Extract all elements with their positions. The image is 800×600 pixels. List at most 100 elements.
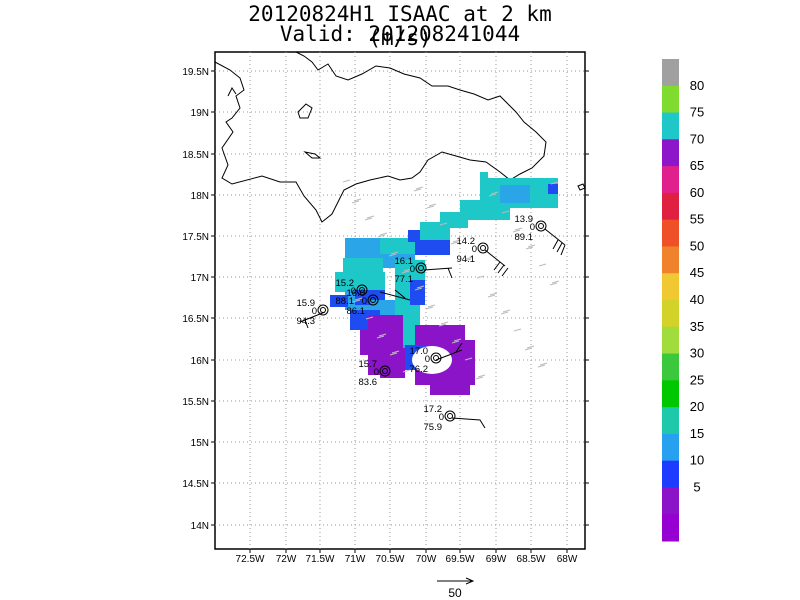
wind-vector: [464, 357, 473, 361]
colorbar-label: 80: [690, 78, 704, 93]
colorbar-segment: [662, 380, 679, 408]
station-value: 88.1: [336, 296, 355, 307]
colorbar-segment: [662, 353, 679, 381]
lon-label: 70.5W: [376, 554, 405, 565]
colorbar-label: 30: [690, 346, 704, 361]
wind-barb: [545, 229, 567, 255]
wind-vector: [476, 275, 485, 279]
lat-label: 18N: [191, 191, 209, 202]
wind-barb: [451, 417, 486, 429]
station-circle: [367, 294, 379, 306]
lon-label: 68W: [557, 554, 578, 565]
wind-vector: [500, 311, 509, 315]
wind-vector: [438, 323, 447, 327]
wind-cell: [360, 330, 375, 355]
station-value: 94.1: [457, 254, 476, 265]
colorbar-label: 40: [690, 292, 704, 307]
wind-barb: [435, 342, 463, 361]
reference-vector-label: 50: [448, 586, 462, 600]
wind-vector: [378, 333, 387, 337]
wind-vector: [488, 193, 497, 197]
wind-vector: [463, 258, 472, 262]
observation-barbs: [299, 229, 567, 429]
station-circle: [477, 242, 489, 254]
wind-vector: [413, 188, 422, 192]
station-zero: 0: [425, 354, 430, 365]
wind-vector: [550, 181, 559, 185]
wind-vector: [352, 299, 361, 303]
station-dot: [447, 413, 453, 419]
colorbar-segment: [662, 59, 679, 87]
station-zero: 0: [439, 412, 444, 423]
station-circle: [535, 220, 547, 232]
station-zero: 0: [410, 264, 415, 275]
station-temp: 13.9: [515, 214, 534, 225]
wind-barb: [423, 267, 453, 279]
wind-vector: [365, 316, 374, 320]
colorbar: 80 75 70 65 60 55 50 45 40 35 30 25 20 15 10 5: [662, 59, 704, 542]
station-value: 94.3: [297, 316, 316, 327]
lon-label: 72W: [276, 554, 297, 565]
wind-vector: [389, 352, 398, 356]
lat-label: 15.5N: [182, 397, 209, 408]
wind-vector: [452, 239, 461, 243]
colorbar-segment: [662, 326, 679, 355]
colorbar-label: 20: [690, 399, 704, 414]
station-circle: [444, 410, 456, 422]
colorbar-segment: [662, 112, 679, 140]
station-dot: [538, 223, 544, 229]
colorbar-label: 75: [690, 105, 704, 120]
wind-cell: [548, 184, 558, 194]
colorbar-label: 55: [690, 212, 704, 227]
wind-vector: [551, 280, 560, 284]
colorbar-segment: [662, 166, 679, 194]
lat-label: 19N: [191, 108, 209, 119]
saona-island: [303, 151, 322, 159]
lat-label: 14N: [191, 521, 209, 532]
wind-barb: [485, 250, 512, 276]
wind-cell: [500, 185, 530, 203]
wind-vector: [427, 304, 436, 308]
station-dot: [370, 297, 376, 303]
station-circle: [317, 304, 329, 316]
station-value: 83.6: [359, 377, 378, 388]
colorbar-label: 5: [693, 479, 700, 494]
colorbar-label: 15: [690, 426, 704, 441]
wind-vector: [512, 229, 521, 233]
wind-vector: [514, 227, 523, 231]
wind-vector: [465, 256, 474, 260]
wind-vector: [401, 270, 410, 274]
colorbar-label: 50: [690, 238, 704, 253]
wind-vector: [366, 215, 375, 219]
lat-label: 14.5N: [182, 479, 209, 490]
lat-label: 17N: [191, 273, 209, 284]
wind-vector: [351, 200, 360, 204]
station-dot: [359, 287, 365, 293]
colorbar-segment: [662, 460, 679, 488]
station-circle: [356, 284, 368, 296]
plot-title: 20120824H1 ISAAC at 2 km (m/s): [248, 2, 552, 50]
station-temp: 15.7: [359, 359, 378, 370]
colorbar-segment: [662, 433, 679, 462]
wind-vector: [537, 364, 546, 368]
wind-vector: [538, 263, 547, 267]
wind-vector: [376, 335, 385, 339]
inner-coast: [227, 87, 237, 97]
wind-vector: [426, 205, 435, 209]
station-value: 76.2: [410, 364, 429, 375]
wind-vector: [440, 321, 449, 325]
colorbar-segment: [662, 192, 679, 221]
wind-cell: [380, 238, 415, 254]
station-circle: [415, 262, 427, 274]
colorbar-label: 35: [690, 319, 704, 334]
colorbar-segment: [662, 85, 679, 114]
station-plots: 13.9089.114.2094.116.1077.115.2088.116.0…: [297, 214, 547, 433]
lat-label: 18.5N: [182, 150, 209, 161]
station-dot: [418, 265, 424, 271]
station-zero: 0: [312, 306, 317, 317]
